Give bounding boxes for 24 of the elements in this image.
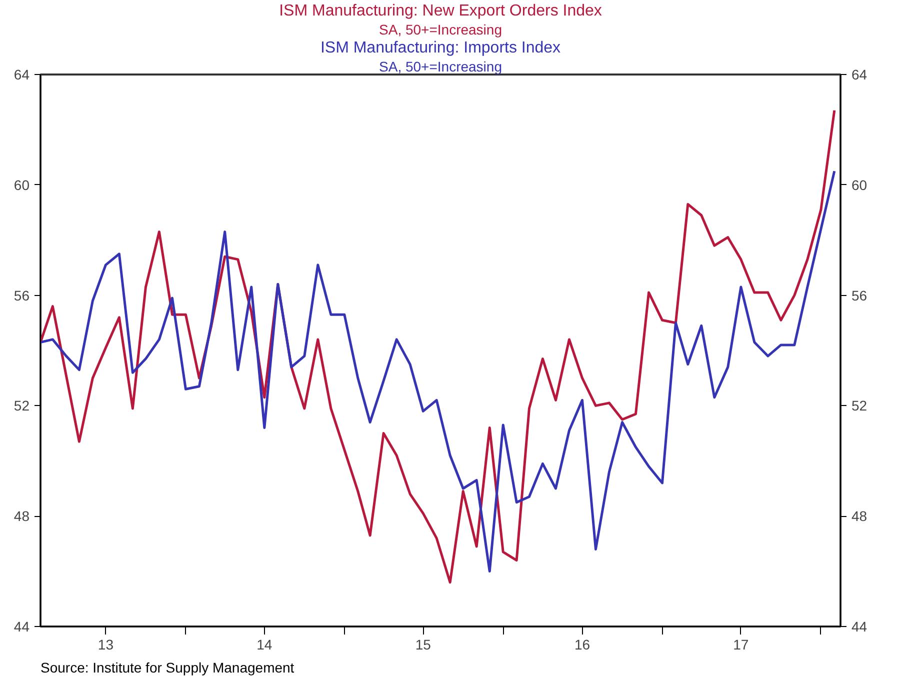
y-tick-label: 44 [14,618,30,634]
y2-tick-label: 64 [852,66,868,82]
y-tick-label: 56 [14,287,30,304]
text: ISM Manufacturing: New Export Orders Index [279,2,602,20]
y2-tick-label: 60 [852,176,868,193]
line-series [40,170,836,573]
x-tick-label: 15 [415,636,432,652]
x-tick-label: 13 [98,636,114,652]
x-tick-label: 16 [574,636,590,652]
text: ISM Manufacturing: Imports Index [320,40,561,56]
x-tick-label: 14 [256,636,272,652]
y-tick-label: 64 [14,66,30,82]
y-tick-label: 60 [14,176,30,193]
y2-tick-label: 52 [852,398,868,414]
text: SA, 50+=Increasing [379,22,502,38]
y2-tick-label: 44 [852,618,868,634]
y2-tick-label: 56 [852,287,868,304]
chart-subtitle: SA, 50+=Increasing [379,58,502,74]
y-tick-label: 48 [14,508,30,524]
y2-tick-label: 48 [852,508,868,524]
line-series [40,109,836,584]
x-tick-label: 17 [733,636,749,652]
y-tick-label: 52 [14,398,30,414]
source-note: Source: Institute for Supply Management [40,660,294,676]
